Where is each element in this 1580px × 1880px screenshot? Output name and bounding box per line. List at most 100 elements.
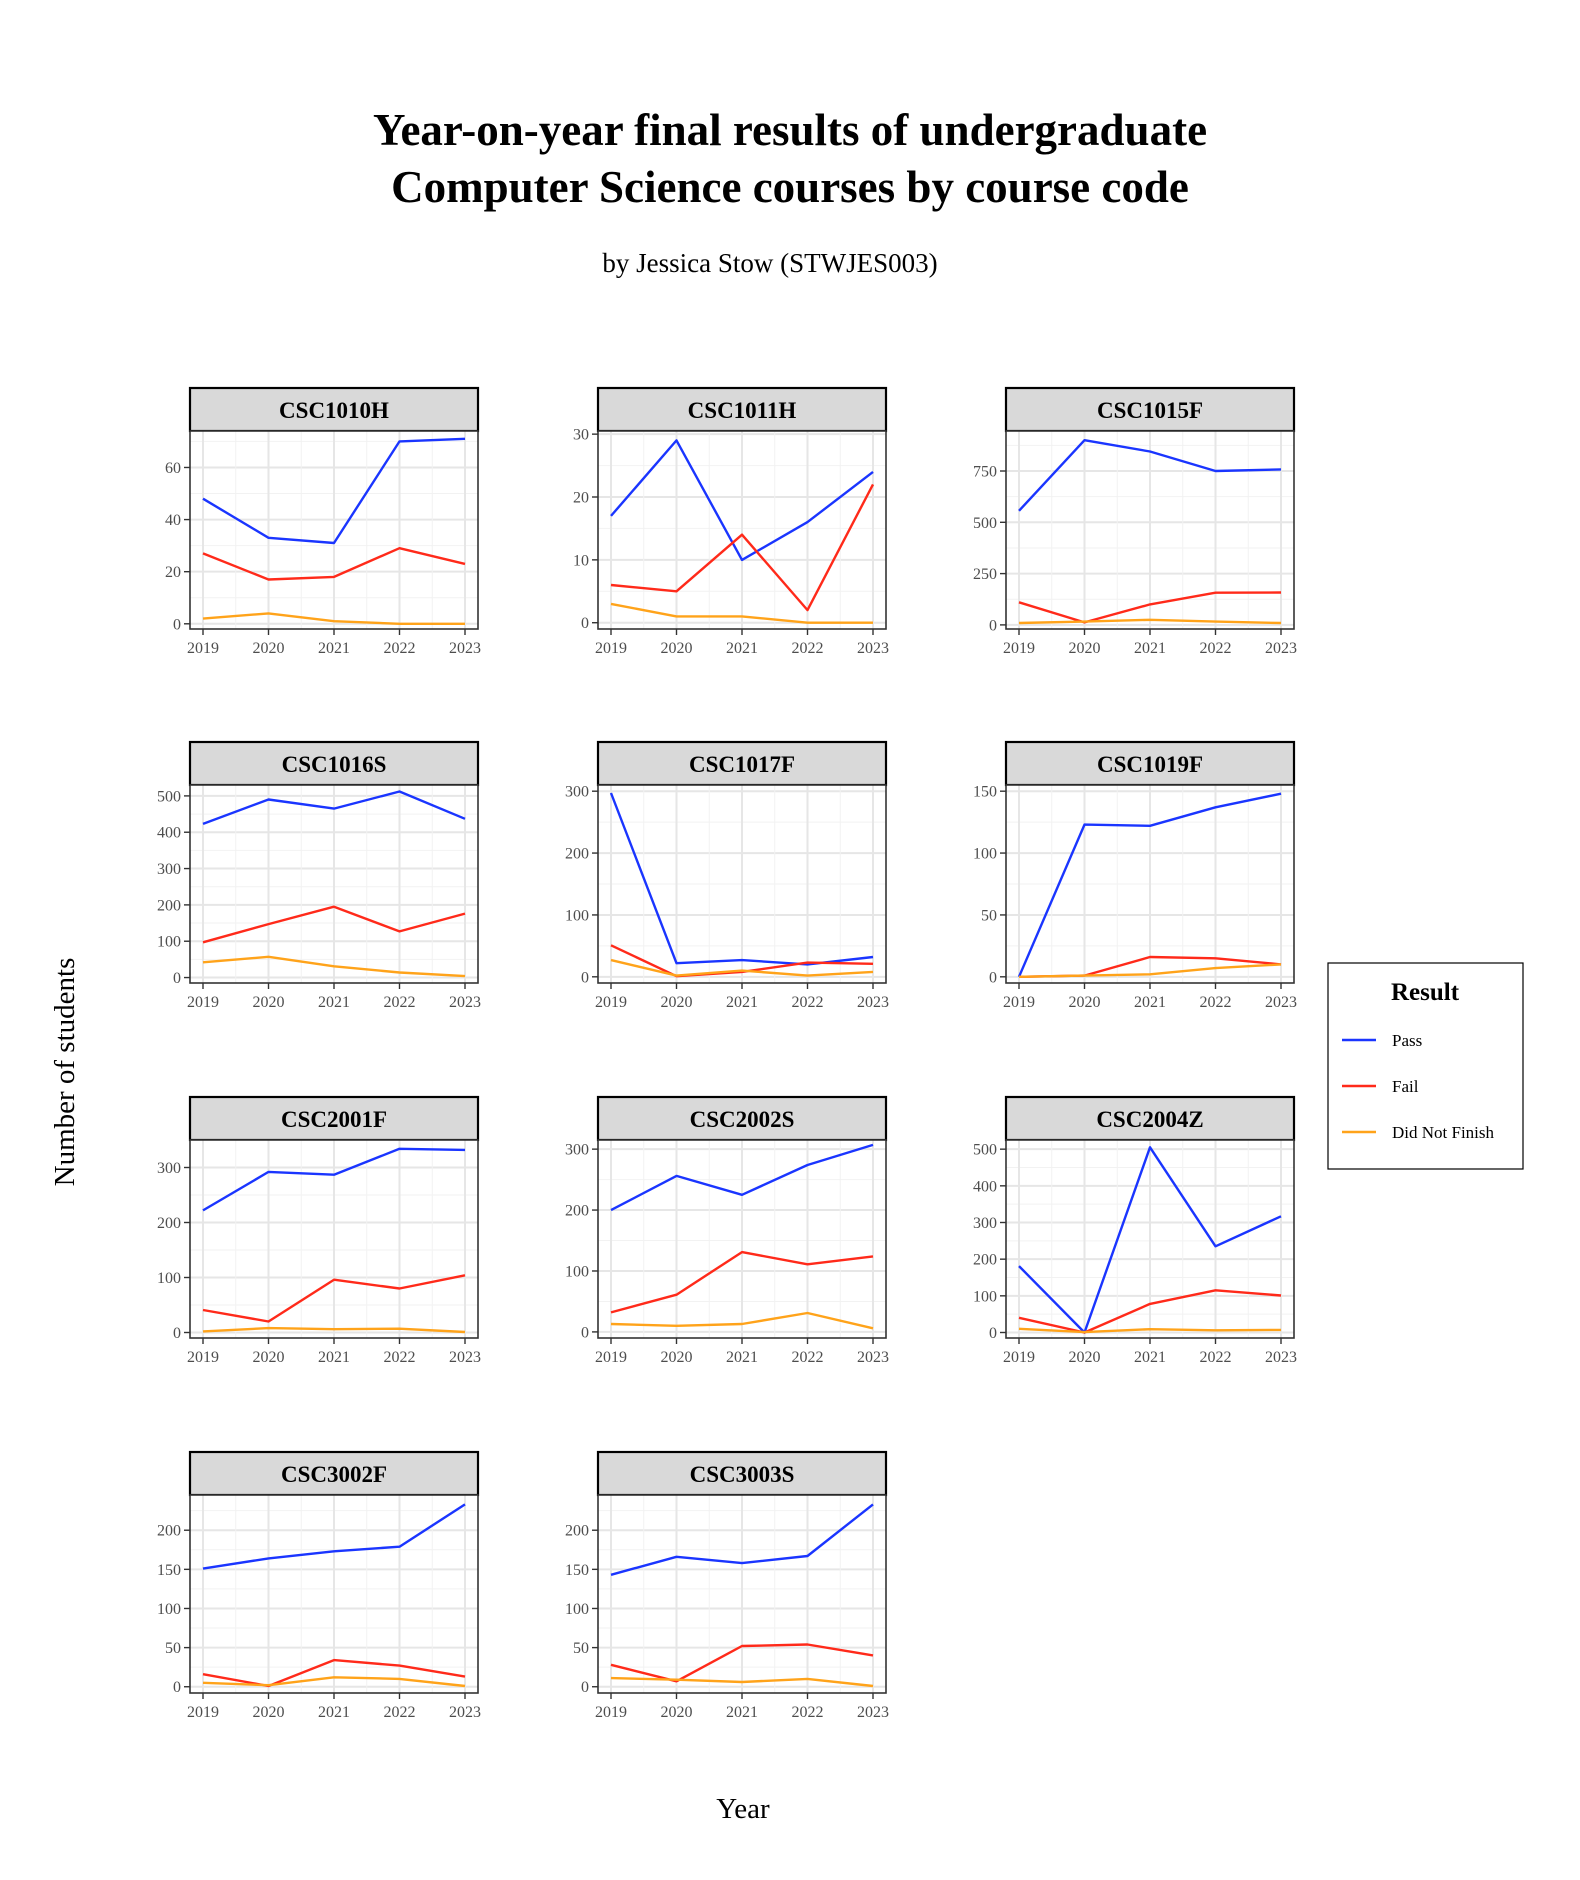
x-tick-label: 2023 <box>449 640 481 657</box>
panel-title: CSC1016S <box>282 752 387 777</box>
legend-label-fail: Fail <box>1392 1077 1419 1096</box>
y-tick-label: 200 <box>973 1252 997 1269</box>
x-tick-label: 2019 <box>187 640 219 657</box>
panel-csc1015f: CSC1015F 0 250 500 750 2019 2020 2021 2022 2023 <box>973 386 1297 657</box>
series-line-did-not-finish <box>1018 963 1282 978</box>
y-tick-label: 20 <box>165 564 181 581</box>
y-tick-label: 50 <box>573 1640 589 1657</box>
series-line-did-not-finish <box>610 602 873 624</box>
x-tick-label: 2020 <box>661 994 693 1011</box>
x-tick-label: 2023 <box>449 994 481 1011</box>
y-tick-label: 400 <box>973 1178 997 1195</box>
series-line-did-not-finish <box>202 612 465 625</box>
chart-title-line-2: Computer Science courses by course code <box>391 162 1189 212</box>
y-tick-label: 50 <box>165 1640 181 1657</box>
panel-strip <box>596 1450 888 1497</box>
x-tick-label: 2022 <box>384 994 416 1011</box>
x-tick-label: 2021 <box>726 994 758 1011</box>
series-line-pass <box>1018 1146 1282 1334</box>
panel-csc3002f: CSC3002F 0 50 100 150 200 2019 2020 2021 2022 2023 <box>157 1450 481 1721</box>
y-tick-label: 500 <box>973 515 997 532</box>
y-tick-label: 20 <box>573 490 589 507</box>
series-line-did-not-finish <box>202 1676 466 1688</box>
x-tick-label: 2022 <box>792 994 824 1011</box>
panel-title: CSC3002F <box>281 1462 387 1487</box>
y-tick-label: 150 <box>157 1562 181 1579</box>
series-line-fail <box>610 944 874 978</box>
x-tick-label: 2022 <box>792 1349 824 1366</box>
x-tick-label: 2023 <box>857 1349 889 1366</box>
series-line-pass <box>202 1503 466 1570</box>
series-line-did-not-finish <box>610 958 874 977</box>
panel-strip <box>596 1095 888 1142</box>
series-line-fail <box>1018 591 1282 624</box>
y-tick-label: 200 <box>565 1203 589 1220</box>
series-line-fail <box>1018 1289 1282 1334</box>
x-tick-label: 2022 <box>792 640 824 657</box>
y-tick-label: 0 <box>173 616 181 633</box>
series-line-fail <box>202 905 466 944</box>
y-tick-label: 0 <box>989 1325 997 1342</box>
x-tick-label: 2020 <box>661 640 693 657</box>
series-line-did-not-finish <box>202 1326 466 1334</box>
series-line-fail <box>610 483 875 612</box>
y-tick-label: 0 <box>581 1324 589 1341</box>
y-tick-label: 60 <box>165 460 181 477</box>
series-line-did-not-finish <box>1018 1327 1282 1334</box>
y-tick-label: 0 <box>581 615 589 632</box>
y-tick-label: 250 <box>973 566 997 583</box>
y-tick-label: 100 <box>565 1601 589 1618</box>
panel-csc3003s: CSC3003S 0 50 100 150 200 2019 2020 2021 2022 2023 <box>565 1450 889 1721</box>
series-line-fail <box>610 1250 874 1314</box>
panel-strip <box>188 1450 480 1497</box>
series-line-did-not-finish <box>610 1676 874 1688</box>
x-tick-label: 2019 <box>187 994 219 1011</box>
y-tick-label: 100 <box>157 1601 181 1618</box>
y-tick-label: 0 <box>581 969 589 986</box>
x-tick-label: 2019 <box>595 1349 627 1366</box>
x-tick-label: 2020 <box>253 1349 285 1366</box>
series-line-pass <box>202 1147 466 1212</box>
x-tick-label: 2023 <box>857 1704 889 1721</box>
x-tick-label: 2019 <box>595 1704 627 1721</box>
panel-strip <box>596 740 888 787</box>
x-tick-label: 2021 <box>318 994 350 1011</box>
y-tick-label: 200 <box>157 1523 181 1540</box>
series-line-fail <box>202 1274 466 1323</box>
panel-title: CSC1017F <box>689 752 795 777</box>
y-tick-label: 150 <box>973 784 997 801</box>
series-line-pass <box>1018 439 1282 512</box>
y-tick-label: 0 <box>173 970 181 987</box>
y-tick-label: 0 <box>173 1325 181 1342</box>
x-tick-label: 2019 <box>1003 640 1035 657</box>
panel-strip <box>1004 386 1296 433</box>
x-tick-label: 2022 <box>384 640 416 657</box>
panel-csc1011h: CSC1011H 0 10 20 30 2019 2020 2021 2022 2023 <box>573 386 889 657</box>
x-tick-label: 2021 <box>318 640 350 657</box>
panel-title: CSC2002S <box>690 1107 795 1132</box>
x-tick-label: 2021 <box>726 640 758 657</box>
y-tick-label: 200 <box>565 846 589 863</box>
chart-title-line-1: Year-on-year final results of undergradu… <box>373 105 1207 155</box>
y-tick-label: 10 <box>573 552 589 569</box>
x-tick-label: 2020 <box>253 994 285 1011</box>
chart-subtitle: by Jessica Stow (STWJES003) <box>602 248 937 278</box>
series-line-did-not-finish <box>610 1311 874 1330</box>
y-tick-label: 300 <box>973 1215 997 1232</box>
panel-csc2002s: CSC2002S 0 100 200 300 2019 2020 2021 2022 2023 <box>565 1095 889 1366</box>
x-tick-label: 2021 <box>1134 994 1166 1011</box>
x-tick-label: 2020 <box>1069 640 1101 657</box>
y-tick-label: 0 <box>581 1679 589 1696</box>
x-tick-label: 2020 <box>661 1704 693 1721</box>
x-tick-label: 2021 <box>726 1349 758 1366</box>
y-tick-label: 400 <box>157 825 181 842</box>
x-tick-label: 2019 <box>595 640 627 657</box>
x-tick-label: 2021 <box>1134 640 1166 657</box>
x-tick-label: 2021 <box>318 1349 350 1366</box>
y-tick-label: 200 <box>157 897 181 914</box>
panel-csc2004z: CSC2004Z 0 100 200 300 400 500 2019 2020 2021 2022… <box>973 1095 1297 1366</box>
legend: Result Pass Fail Did Not Finish <box>1327 962 1524 1170</box>
series-line-did-not-finish <box>202 955 466 978</box>
legend-title: Result <box>1391 979 1460 1006</box>
